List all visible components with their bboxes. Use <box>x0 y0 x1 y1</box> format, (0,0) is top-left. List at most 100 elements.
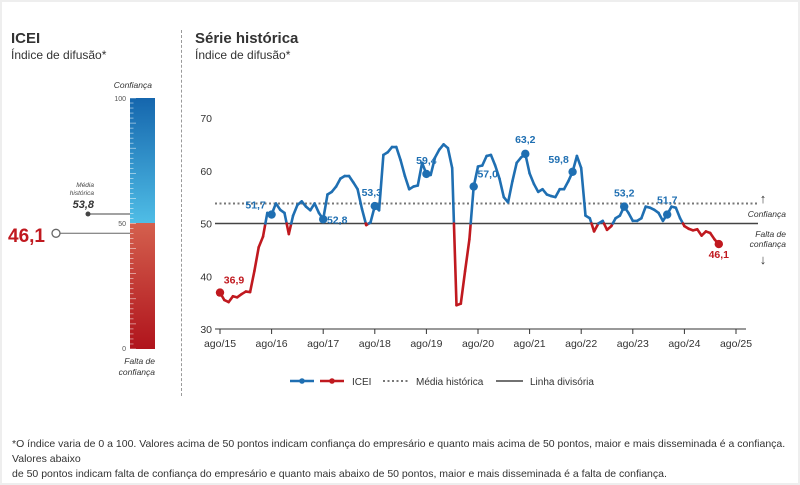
data-point-label: 59,4 <box>416 155 437 167</box>
series-segment <box>562 180 570 191</box>
legend-divisoria-label: Linha divisória <box>530 377 594 388</box>
x-tick-label: ago/17 <box>307 338 339 350</box>
x-tick-label: ago/22 <box>565 338 597 350</box>
left-title: ICEI <box>11 30 41 47</box>
series-segment <box>579 166 587 217</box>
gauge-top-label: Confiança <box>114 80 153 90</box>
data-point-marker <box>521 149 530 159</box>
data-point-label: 59,8 <box>548 154 569 166</box>
series-segment <box>261 222 267 238</box>
x-tick-label: ago/21 <box>514 338 546 350</box>
gauge-current-value: 46,1 <box>8 226 45 247</box>
series-segment <box>248 269 256 294</box>
series-segment <box>377 153 385 212</box>
series-segment <box>459 269 467 305</box>
series-segment <box>257 235 265 249</box>
legend-icei-red-dot <box>329 378 335 384</box>
right-lack-label-1: Falta de <box>755 229 786 239</box>
data-point-marker <box>215 288 225 297</box>
y-tick-label: 50 <box>200 219 212 231</box>
series-segment <box>399 158 407 178</box>
panel-divider <box>181 30 182 396</box>
icei-series <box>218 143 721 307</box>
data-point-label: 57,0 <box>477 169 498 181</box>
data-point-marker <box>663 210 672 219</box>
gauge-min-label: 0 <box>122 346 126 353</box>
data-point-label: 51,7 <box>657 195 678 207</box>
gauge-media-value: 53,8 <box>73 199 95 211</box>
series-segment <box>592 222 600 233</box>
series-segment <box>511 161 519 183</box>
legend-icei-blue-dot <box>299 378 305 384</box>
series-segment <box>489 153 497 167</box>
series-segment <box>253 245 261 273</box>
series-segment <box>351 181 359 191</box>
gauge-ticks <box>130 97 136 350</box>
series-segment <box>554 187 562 199</box>
y-tick-label: 30 <box>200 324 212 336</box>
gauge-media-dot <box>85 211 91 217</box>
reference-lines <box>215 202 758 225</box>
series-segment <box>429 156 437 177</box>
data-point-label: 63,2 <box>515 134 536 146</box>
left-subtitle: Índice de difusão* <box>11 48 107 62</box>
side-labels: ↑ Confiança Falta de confiança ↓ <box>748 191 787 267</box>
series-segment <box>403 174 411 191</box>
series-segment <box>356 187 364 211</box>
series-segment <box>360 207 368 225</box>
series-segment <box>640 205 648 220</box>
series-segment <box>468 222 472 241</box>
series-segment <box>291 203 299 217</box>
series-segment <box>264 211 269 225</box>
data-point-label: 46,1 <box>709 249 730 261</box>
data-point-marker <box>319 215 328 224</box>
right-confidence-label: Confiança <box>748 209 787 219</box>
series-segment <box>657 211 665 223</box>
gauge-max-label: 100 <box>114 96 126 103</box>
gauge-mid-label: 50 <box>118 221 126 228</box>
gauge-media-label-1: Média <box>76 182 94 189</box>
data-point-label: 53,3 <box>362 187 383 199</box>
chart-axes: 30 40 50 60 70 ago/15 ago/16 ago/17 ago/18 ago/19… <box>200 113 752 350</box>
series-segment <box>469 185 476 225</box>
legend-media-label: Média histórica <box>416 377 484 388</box>
right-lack-label-2: confiança <box>750 239 787 249</box>
data-point-label: 52,8 <box>327 214 348 226</box>
series-segment <box>463 238 471 273</box>
data-point-marker <box>620 202 629 211</box>
x-tick-label: ago/25 <box>720 338 752 350</box>
series-segment <box>287 222 293 236</box>
x-tick-label: ago/20 <box>462 338 494 350</box>
x-tick-label: ago/24 <box>668 338 700 350</box>
series-segment <box>394 145 402 162</box>
series-segment <box>446 146 454 170</box>
series-segment <box>627 211 635 223</box>
series-segment <box>498 177 506 199</box>
series-segment <box>313 202 321 215</box>
series-segment <box>506 180 514 204</box>
x-tick-label: ago/18 <box>359 338 391 350</box>
data-point-marker <box>568 167 577 177</box>
data-point-marker <box>714 239 723 249</box>
series-segment <box>450 166 456 225</box>
series-segment <box>283 211 288 225</box>
data-point-marker <box>469 182 478 191</box>
x-tick-label: ago/16 <box>256 338 288 350</box>
x-tick-label: ago/19 <box>410 338 442 350</box>
footnote-line-2: de 50 pontos indicam falta de confiança … <box>12 468 667 480</box>
footnote: *O índice varia de 0 a 100. Valores acim… <box>12 437 788 482</box>
series-segment <box>532 182 540 194</box>
gauge-lack-zone <box>130 223 155 349</box>
data-point-label: 53,2 <box>614 188 635 200</box>
series-segment <box>433 148 441 159</box>
data-point-label: 36,9 <box>224 275 245 287</box>
series-segment <box>452 222 458 307</box>
legend-icei-label: ICEI <box>352 377 371 388</box>
y-tick-label: 70 <box>200 113 212 125</box>
labeled-points: 36,9 51,7 52,8 53,3 59,4 57,0 63,2 59,8 53,2 51,7… <box>215 134 730 297</box>
series-segment <box>480 154 488 167</box>
gauge-bottom-label-2: confiança <box>119 367 156 377</box>
x-tick-label: ago/23 <box>617 338 649 350</box>
